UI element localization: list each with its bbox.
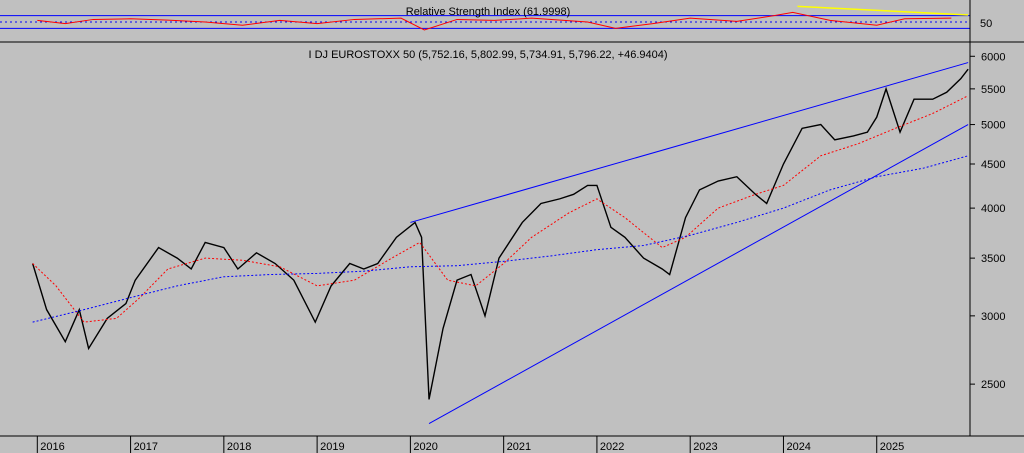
rsi-title: Relative Strength Index (61.9998) [406,6,571,18]
price-line [31,68,969,400]
x-tick-label: 2020 [413,441,437,453]
y-tick-label: 6000 [981,51,1005,63]
y-tick-label: 4500 [981,159,1005,171]
rsi-panel [0,5,970,31]
y-tick-label: 5500 [981,84,1005,96]
price-panel [31,62,969,425]
y-tick-label: 2500 [981,379,1005,391]
x-tick-label: 2021 [507,441,531,453]
x-tick-label: 2019 [320,441,344,453]
x-tick-label: 2018 [227,441,251,453]
x-tick-label: 2022 [600,441,624,453]
moving-average-short [32,95,969,323]
x-tick-label: 2017 [134,441,158,453]
x-tick-label: 2023 [693,441,717,453]
rsi-tick-label: 50 [980,18,992,30]
moving-average-long [32,155,969,323]
rsi-trendline [797,5,969,16]
channel-upper-line [410,62,969,223]
x-tick-label: 2016 [40,441,64,453]
rsi-line [37,11,952,31]
y-tick-label: 5000 [981,120,1005,132]
x-tick-label: 2024 [786,441,810,453]
y-tick-label: 3500 [981,253,1005,265]
y-tick-label: 4000 [981,203,1005,215]
y-tick-label: 3000 [981,311,1005,323]
channel-lower-line [428,124,969,425]
price-title: I DJ EUROSTOXX 50 (5,752.16, 5,802.99, 5… [308,49,667,61]
x-tick-label: 2025 [880,441,904,453]
